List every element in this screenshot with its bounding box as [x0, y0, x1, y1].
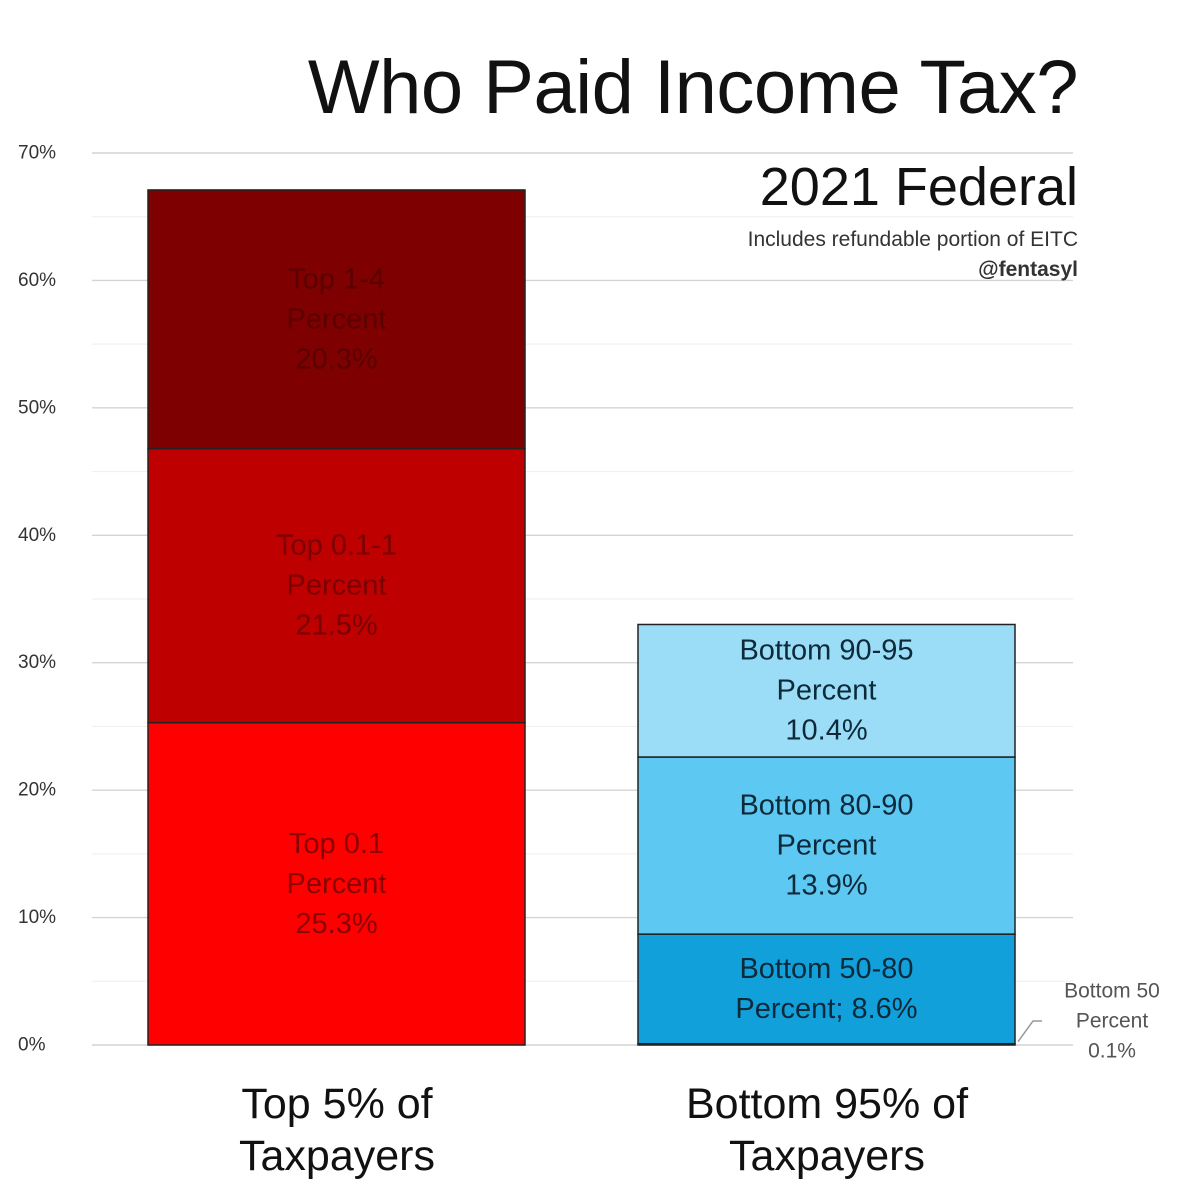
- segment-label: Top 0.1-1 Percent 21.5%: [276, 530, 397, 642]
- annotation-leader-line: [1017, 1020, 1042, 1043]
- category-label: Top 5% of Taxpayers: [239, 1080, 435, 1180]
- chart-note: Includes refundable portion of EITC: [747, 228, 1078, 251]
- segment-labels: Top 0.1 Percent 25.3% Top 0.1-1 Percent 21.5%…: [276, 263, 918, 1025]
- y-axis-tick-labels: 0% 10% 20% 30% 40% 50% 60% 70%: [18, 143, 56, 1056]
- chart-subtitle: 2021 Federal: [759, 157, 1078, 217]
- y-tick-label: 50%: [18, 397, 56, 418]
- segment-label: Bottom 90-95 Percent 10.4%: [739, 635, 913, 747]
- annotation-label: Bottom 50 Percent 0.1%: [1064, 980, 1160, 1063]
- segment-label: Bottom 80-90 Percent 13.9%: [739, 790, 913, 902]
- bar-segment: [637, 623, 1016, 758]
- stacked-bars: [147, 189, 1016, 1046]
- segment-label: Top 0.1 Percent 25.3%: [287, 828, 387, 940]
- segment-label: Top 1-4 Percent 20.3%: [287, 263, 387, 375]
- x-axis-category-labels: Top 5% of Taxpayers Bottom 95% of Taxpayers: [239, 1080, 969, 1180]
- y-tick-label: 20%: [18, 780, 56, 801]
- y-tick-label: 40%: [18, 525, 56, 546]
- y-tick-label: 70%: [18, 143, 56, 164]
- y-tick-label: 30%: [18, 652, 56, 673]
- bar-segment: [147, 447, 526, 724]
- segment-label: Bottom 50-80 Percent; 8.6%: [735, 953, 917, 1025]
- y-tick-label: 10%: [18, 907, 56, 928]
- chart-title: Who Paid Income Tax?: [307, 45, 1079, 130]
- y-tick-label: 60%: [18, 270, 56, 291]
- bar-segment: [147, 721, 526, 1046]
- bar-segment: [637, 933, 1016, 1045]
- bar-segment: [147, 189, 526, 450]
- y-tick-label: 0%: [18, 1035, 46, 1056]
- chart-credit: @fentasyl: [978, 258, 1078, 281]
- category-label: Bottom 95% of Taxpayers: [686, 1080, 969, 1180]
- bar-segment: [637, 756, 1016, 935]
- annotation: Bottom 50 Percent 0.1%: [1017, 980, 1160, 1063]
